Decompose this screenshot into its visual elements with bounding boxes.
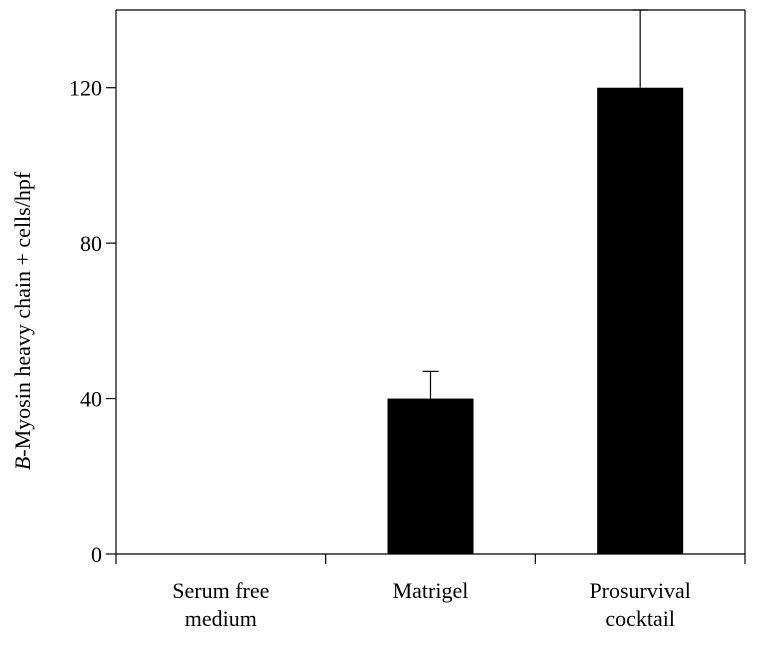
y-axis-title-text: -Myosin heavy chain + cells/hpf <box>10 171 35 457</box>
bar-1 <box>387 398 474 554</box>
x-category-label-1-0: Matrigel <box>393 578 469 603</box>
bar-2 <box>597 87 684 554</box>
y-axis-title-italic: B <box>10 457 35 470</box>
y-tick-label-0: 0 <box>91 542 102 567</box>
y-axis-title: B-Myosin heavy chain + cells/hpf <box>10 171 35 470</box>
x-category-label-2-1: cocktail <box>605 606 675 631</box>
y-tick-label-40: 40 <box>80 387 102 412</box>
x-category-label-0-0: Serum free <box>172 578 269 603</box>
svg-text:B-Myosin heavy chain + cells/h: B-Myosin heavy chain + cells/hpf <box>10 171 35 470</box>
y-tick-label-120: 120 <box>69 76 102 101</box>
y-tick-label-80: 80 <box>80 231 102 256</box>
x-category-label-0-1: medium <box>185 606 257 631</box>
x-category-label-2-0: Prosurvival <box>589 578 690 603</box>
